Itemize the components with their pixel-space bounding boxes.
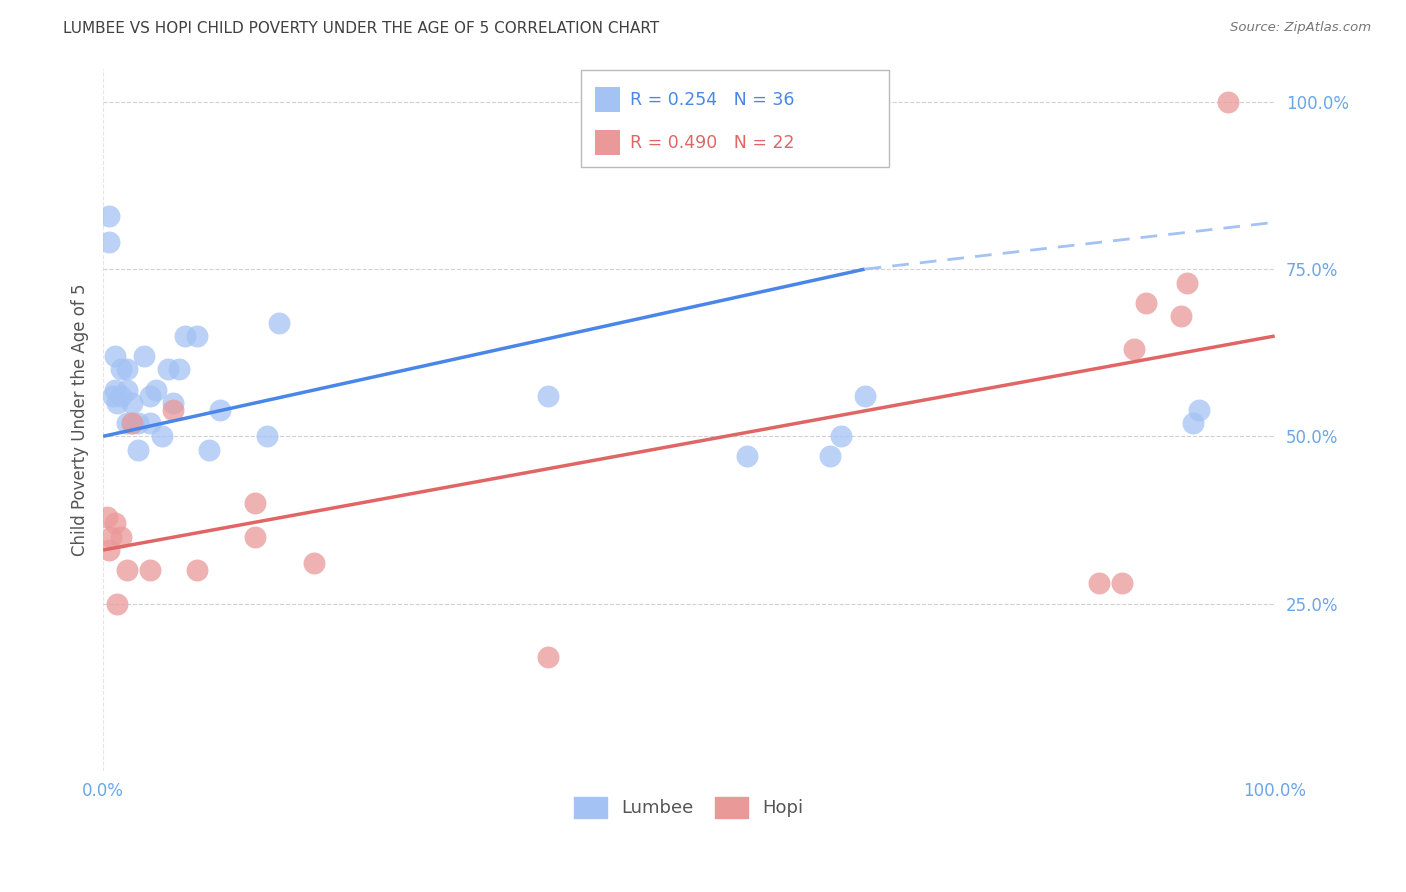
Point [100, 530, 122, 544]
Point [267, 316, 290, 330]
Point [1123, 343, 1146, 357]
Point [162, 402, 184, 417]
Point [115, 416, 138, 430]
Point [186, 329, 208, 343]
Point [818, 450, 841, 464]
Point [98, 235, 121, 250]
Point [121, 416, 143, 430]
Point [96, 509, 118, 524]
Point [174, 329, 197, 343]
Point [853, 389, 876, 403]
Point [105, 396, 128, 410]
Point [245, 496, 267, 510]
Point [197, 442, 219, 457]
Point [121, 416, 143, 430]
Point [110, 362, 132, 376]
Point [537, 389, 560, 403]
Point [115, 383, 138, 397]
Point [1216, 95, 1239, 109]
Point [1088, 576, 1111, 591]
Point [537, 650, 560, 665]
Point [104, 516, 127, 531]
Point [127, 416, 149, 430]
Point [169, 362, 191, 376]
Point [1135, 295, 1157, 310]
Point [134, 349, 156, 363]
Point [1181, 416, 1204, 430]
Point [256, 429, 278, 443]
Point [104, 349, 127, 363]
Point [139, 416, 162, 430]
Point [110, 389, 132, 403]
Point [209, 402, 232, 417]
Point [245, 530, 267, 544]
Point [1111, 576, 1133, 591]
Point [101, 389, 124, 403]
Text: R = 0.490   N = 22: R = 0.490 N = 22 [630, 134, 794, 152]
Point [115, 362, 138, 376]
Point [110, 530, 132, 544]
Point [186, 563, 208, 577]
Text: Source: ZipAtlas.com: Source: ZipAtlas.com [1230, 21, 1371, 34]
Point [104, 383, 127, 397]
Point [139, 389, 162, 403]
Point [737, 450, 759, 464]
Legend: Lumbee, Hopi: Lumbee, Hopi [567, 789, 811, 825]
Point [139, 563, 162, 577]
Point [121, 396, 143, 410]
Y-axis label: Child Poverty Under the Age of 5: Child Poverty Under the Age of 5 [72, 284, 89, 556]
Point [127, 442, 149, 457]
Point [162, 396, 184, 410]
Point [156, 362, 179, 376]
Point [115, 563, 138, 577]
Point [98, 543, 121, 558]
Point [1170, 309, 1192, 323]
Text: LUMBEE VS HOPI CHILD POVERTY UNDER THE AGE OF 5 CORRELATION CHART: LUMBEE VS HOPI CHILD POVERTY UNDER THE A… [63, 21, 659, 36]
Text: R = 0.254   N = 36: R = 0.254 N = 36 [630, 91, 794, 109]
Point [302, 557, 325, 571]
Point [830, 429, 852, 443]
Point [105, 597, 128, 611]
Point [98, 209, 121, 223]
Point [150, 429, 173, 443]
Point [145, 383, 167, 397]
Point [1187, 402, 1209, 417]
Point [1175, 276, 1198, 290]
